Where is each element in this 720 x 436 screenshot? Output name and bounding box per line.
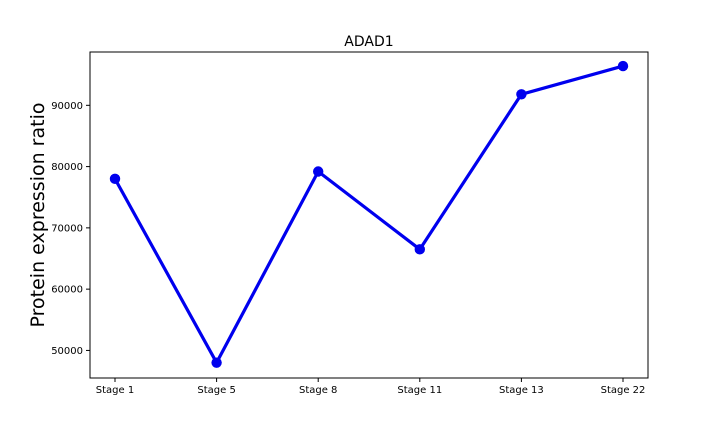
x-tick-label: Stage 11: [397, 385, 442, 396]
data-point: [414, 244, 425, 255]
y-axis-label: Protein expression ratio: [27, 103, 49, 328]
x-tick-label: Stage 22: [601, 385, 646, 396]
y-tick-label: 60000: [51, 285, 83, 296]
y-tick-label: 70000: [51, 223, 83, 234]
data-point: [109, 173, 121, 185]
data-point: [617, 60, 629, 72]
y-tick-label: 90000: [51, 101, 83, 112]
data-point: [211, 357, 222, 368]
x-tick-label: Stage 13: [499, 385, 544, 396]
y-tick-label: 50000: [51, 346, 83, 357]
y-axis: 50000 60000 70000 80000 90000: [51, 101, 90, 357]
x-axis: Stage 1 Stage 5 Stage 8 Stage 11 Stage 13 Sta…: [96, 378, 646, 396]
x-tick-label: Stage 1: [96, 385, 134, 396]
data-point: [516, 89, 527, 100]
plot-area: [89, 51, 649, 379]
series-line: [113, 64, 624, 365]
data-point: [313, 166, 324, 177]
x-tick-label: Stage 5: [197, 385, 235, 396]
x-tick-label: Stage 8: [299, 385, 337, 396]
chart-title: ADAD1: [344, 34, 393, 50]
series-layer: [109, 60, 629, 368]
y-tick-label: 80000: [51, 162, 83, 173]
